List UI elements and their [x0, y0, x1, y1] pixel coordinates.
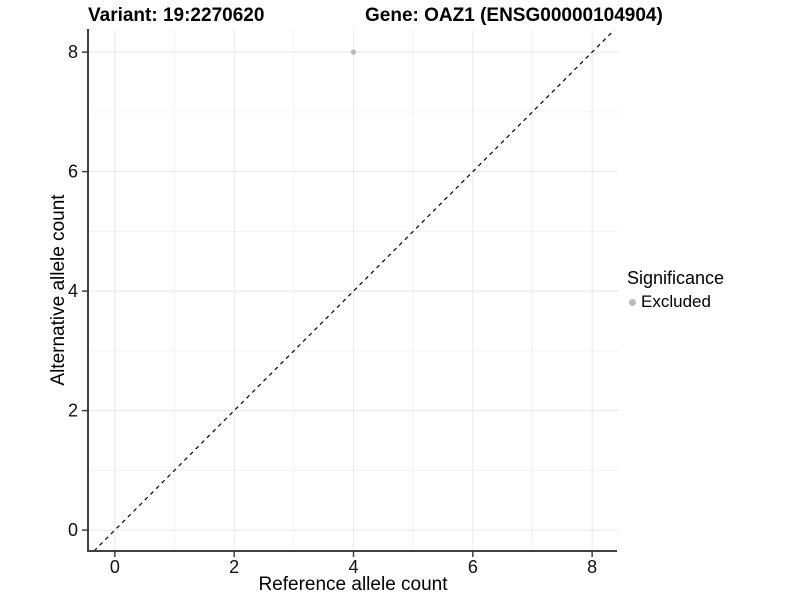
x-tick-label: 4 — [348, 557, 358, 577]
y-tick-label: 0 — [68, 520, 78, 540]
plot-title-gene: Gene: OAZ1 (ENSG00000104904) — [365, 5, 663, 26]
x-tick-label: 2 — [229, 557, 239, 577]
y-tick-label: 8 — [68, 42, 78, 62]
y-axis-title: Alternative allele count — [48, 194, 69, 386]
x-tick-label: 6 — [468, 557, 478, 577]
y-tick-label: 4 — [68, 281, 78, 301]
legend: Significance Excluded — [627, 268, 797, 312]
x-axis-title: Reference allele count — [258, 574, 448, 595]
legend-title: Significance — [627, 268, 725, 288]
x-tick-label: 8 — [587, 557, 597, 577]
plot-title-variant: Variant: 19:2270620 — [88, 5, 265, 26]
legend-point-icon — [629, 298, 636, 306]
y-tick-label: 2 — [68, 401, 78, 421]
x-tick-label: 0 — [110, 557, 120, 577]
identity-line — [93, 29, 615, 552]
legend-item-label: Excluded — [641, 292, 711, 311]
y-tick-label: 6 — [68, 162, 78, 182]
data-point — [350, 49, 357, 55]
legend-item-excluded: Excluded — [627, 292, 797, 312]
